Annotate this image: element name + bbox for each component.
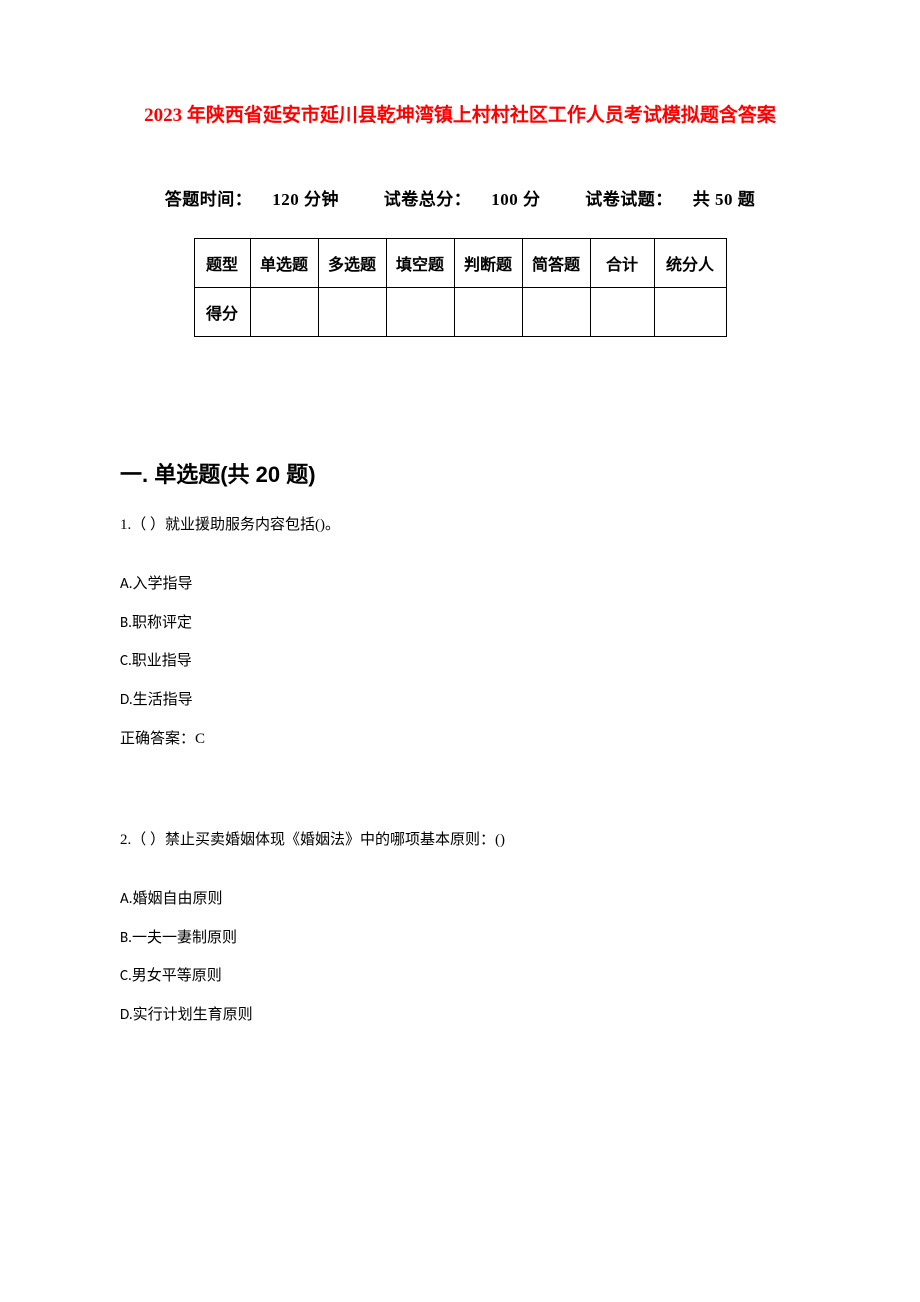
- question-stem: 2.（ ）禁止买卖婚姻体现《婚姻法》中的哪项基本原则：(): [120, 828, 800, 852]
- table-header-row: 题型 单选题 多选题 填空题 判断题 简答题 合计 统分人: [194, 239, 726, 288]
- table-cell-empty: [318, 288, 386, 337]
- time-label: 答题时间：120 分钟: [155, 190, 349, 209]
- table-cell: 合计: [590, 239, 654, 288]
- table-cell-score-label: 得分: [194, 288, 250, 337]
- option-a: A.婚姻自由原则: [120, 888, 800, 911]
- section-heading: 一. 单选题(共 20 题): [120, 457, 800, 489]
- table-cell: 简答题: [522, 239, 590, 288]
- correct-answer: 正确答案：C: [120, 727, 800, 748]
- question-2: 2.（ ）禁止买卖婚姻体现《婚姻法》中的哪项基本原则：() A.婚姻自由原则 B…: [120, 828, 800, 1026]
- option-c: C.职业指导: [120, 650, 800, 673]
- exam-info-line: 答题时间：120 分钟 试卷总分：100 分 试卷试题：共 50 题: [120, 185, 800, 210]
- total-label: 试卷总分：100 分: [374, 190, 551, 209]
- table-cell-empty: [454, 288, 522, 337]
- table-cell-empty: [654, 288, 726, 337]
- table-cell-empty: [250, 288, 318, 337]
- table-cell-type-label: 题型: [194, 239, 250, 288]
- question-1: 1.（ ）就业援助服务内容包括()。 A.入学指导 B.职称评定 C.职业指导 …: [120, 513, 800, 748]
- option-b: B.职称评定: [120, 612, 800, 635]
- table-cell: 多选题: [318, 239, 386, 288]
- option-d: D.实行计划生育原则: [120, 1004, 800, 1027]
- table-score-row: 得分: [194, 288, 726, 337]
- table-cell: 判断题: [454, 239, 522, 288]
- score-table: 题型 单选题 多选题 填空题 判断题 简答题 合计 统分人 得分: [194, 238, 727, 337]
- table-cell: 单选题: [250, 239, 318, 288]
- table-cell: 统分人: [654, 239, 726, 288]
- table-cell-empty: [522, 288, 590, 337]
- option-c: C.男女平等原则: [120, 965, 800, 988]
- option-d: D.生活指导: [120, 689, 800, 712]
- table-cell-empty: [590, 288, 654, 337]
- question-stem: 1.（ ）就业援助服务内容包括()。: [120, 513, 800, 537]
- count-label: 试卷试题：共 50 题: [575, 190, 765, 209]
- option-a: A.入学指导: [120, 573, 800, 596]
- table-cell: 填空题: [386, 239, 454, 288]
- document-title: 2023 年陕西省延安市延川县乾坤湾镇上村村社区工作人员考试模拟题含答案: [120, 100, 800, 127]
- table-cell-empty: [386, 288, 454, 337]
- option-b: B.一夫一妻制原则: [120, 927, 800, 950]
